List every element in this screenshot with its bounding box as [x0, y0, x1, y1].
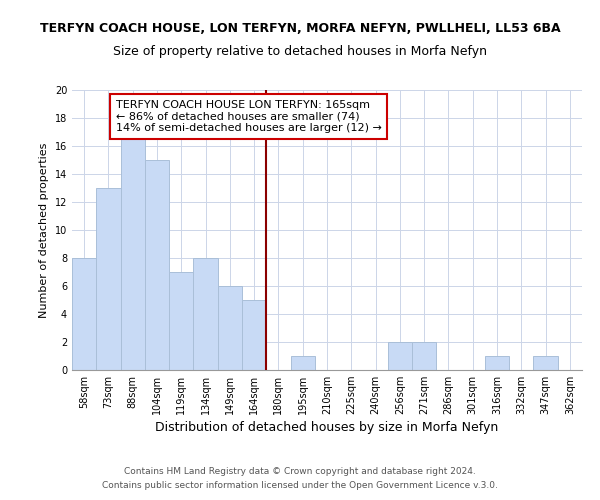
Text: TERFYN COACH HOUSE LON TERFYN: 165sqm
← 86% of detached houses are smaller (74)
: TERFYN COACH HOUSE LON TERFYN: 165sqm ← … [116, 100, 382, 133]
Bar [485, 356, 509, 370]
Bar [121, 118, 145, 370]
Bar [388, 342, 412, 370]
Bar [242, 300, 266, 370]
X-axis label: Distribution of detached houses by size in Morfa Nefyn: Distribution of detached houses by size … [155, 422, 499, 434]
Bar [290, 356, 315, 370]
Bar [218, 286, 242, 370]
Y-axis label: Number of detached properties: Number of detached properties [39, 142, 49, 318]
Bar [145, 160, 169, 370]
Bar [193, 258, 218, 370]
Bar [72, 258, 96, 370]
Text: Size of property relative to detached houses in Morfa Nefyn: Size of property relative to detached ho… [113, 45, 487, 58]
Text: Contains HM Land Registry data © Crown copyright and database right 2024.: Contains HM Land Registry data © Crown c… [124, 467, 476, 476]
Text: Contains public sector information licensed under the Open Government Licence v.: Contains public sector information licen… [102, 481, 498, 490]
Text: TERFYN COACH HOUSE, LON TERFYN, MORFA NEFYN, PWLLHELI, LL53 6BA: TERFYN COACH HOUSE, LON TERFYN, MORFA NE… [40, 22, 560, 36]
Bar [169, 272, 193, 370]
Bar [412, 342, 436, 370]
Bar [533, 356, 558, 370]
Bar [96, 188, 121, 370]
